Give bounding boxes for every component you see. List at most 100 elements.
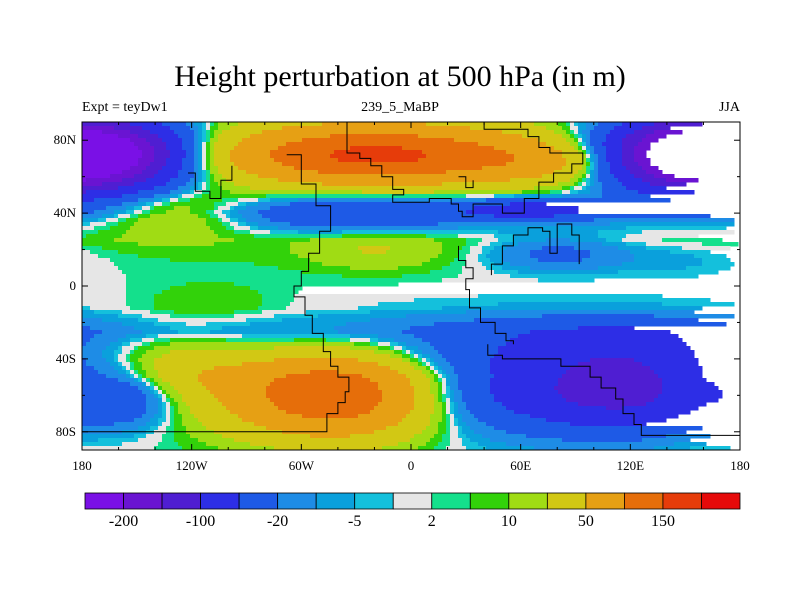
- field-cell: [82, 394, 147, 399]
- field-cell: [570, 126, 579, 131]
- experiment-label: Expt = teyDw1: [82, 100, 168, 115]
- field-cell: [210, 390, 267, 395]
- field-cell: [578, 326, 635, 331]
- field-cell: [230, 410, 287, 415]
- field-cell: [582, 130, 591, 135]
- field-cell: [302, 270, 431, 275]
- field-cell: [454, 138, 539, 143]
- field-cell: [150, 142, 167, 147]
- field-cell: [434, 362, 439, 367]
- field-cell: [126, 334, 147, 339]
- field-cell: [134, 374, 139, 379]
- field-cell: [358, 306, 443, 311]
- field-cell: [82, 174, 111, 179]
- colorbar-label: -5: [348, 513, 361, 530]
- field-cell: [350, 266, 399, 271]
- field-cell: [82, 226, 95, 231]
- field-cell: [582, 142, 587, 147]
- field-cell: [486, 254, 503, 259]
- field-cell: [194, 414, 239, 419]
- field-cell: [102, 246, 291, 251]
- field-cell: [130, 362, 135, 367]
- field-cell: [442, 242, 467, 247]
- coastline: [82, 154, 350, 433]
- field-cell: [258, 174, 543, 179]
- field-cell: [598, 162, 611, 167]
- field-cell: [482, 238, 499, 243]
- field-cell: [442, 410, 447, 415]
- field-cell: [218, 126, 231, 131]
- field-cell: [262, 310, 307, 315]
- field-cell: [338, 370, 399, 375]
- field-cell: [194, 130, 199, 135]
- field-cell: [270, 198, 299, 203]
- field-cell: [82, 130, 103, 135]
- colorbar-swatch: [238, 492, 279, 510]
- field-cell: [82, 438, 99, 443]
- field-cell: [238, 202, 247, 207]
- field-cell: [446, 422, 451, 427]
- field-cell: [318, 314, 407, 319]
- field-cell: [190, 410, 231, 415]
- field-cell: [230, 150, 271, 155]
- field-cell: [266, 390, 383, 395]
- field-cell: [446, 394, 451, 399]
- field-cell: [358, 246, 391, 251]
- field-cell: [154, 338, 171, 343]
- field-cell: [446, 378, 451, 383]
- field-cell: [438, 398, 443, 403]
- field-cell: [282, 430, 375, 435]
- field-cell: [454, 414, 463, 419]
- field-cell: [426, 234, 459, 239]
- field-cell: [562, 190, 571, 195]
- field-cell: [122, 310, 151, 315]
- field-cell: [446, 402, 451, 407]
- field-cell: [170, 314, 235, 319]
- field-cell: [210, 162, 215, 167]
- field-cell: [270, 218, 595, 223]
- colorbar-swatch: [469, 492, 510, 510]
- field-cell: [126, 298, 155, 303]
- field-cell: [162, 386, 175, 391]
- field-cell: [426, 374, 435, 379]
- field-cell: [450, 422, 455, 427]
- period-label: 239_5_MaBP: [361, 100, 439, 115]
- field-cell: [250, 230, 271, 235]
- field-cell: [250, 322, 347, 327]
- field-cell: [490, 366, 571, 371]
- field-cell: [590, 142, 603, 147]
- field-cell: [582, 166, 587, 171]
- field-cell: [206, 154, 211, 159]
- field-cell: [138, 386, 147, 391]
- field-cell: [382, 398, 415, 403]
- field-cell: [618, 178, 643, 183]
- field-cell: [150, 378, 155, 383]
- field-cell: [494, 246, 507, 251]
- field-cell: [82, 422, 115, 427]
- field-cell: [190, 186, 199, 191]
- x-tick-label: 60E: [510, 458, 531, 473]
- field-cell: [202, 158, 207, 163]
- field-cell: [622, 262, 703, 267]
- field-cell: [146, 434, 163, 439]
- field-cell: [154, 322, 187, 327]
- field-cell: [434, 446, 447, 450]
- field-cell: [462, 246, 471, 251]
- field-cell: [474, 206, 579, 211]
- field-cell: [206, 174, 211, 179]
- field-cell: [458, 274, 511, 279]
- field-cell: [390, 246, 443, 251]
- field-cell: [666, 178, 699, 183]
- field-cell: [86, 362, 111, 367]
- field-cell: [482, 250, 491, 255]
- field-cell: [442, 414, 447, 419]
- x-tick-label: 120E: [617, 458, 645, 473]
- field-cell: [378, 402, 415, 407]
- field-cell: [258, 226, 279, 231]
- y-tick-label: 80N: [54, 132, 77, 147]
- field-cell: [430, 362, 435, 367]
- field-cell: [258, 198, 271, 203]
- field-cell: [102, 350, 115, 355]
- field-cell: [590, 174, 595, 179]
- field-cell: [146, 406, 159, 411]
